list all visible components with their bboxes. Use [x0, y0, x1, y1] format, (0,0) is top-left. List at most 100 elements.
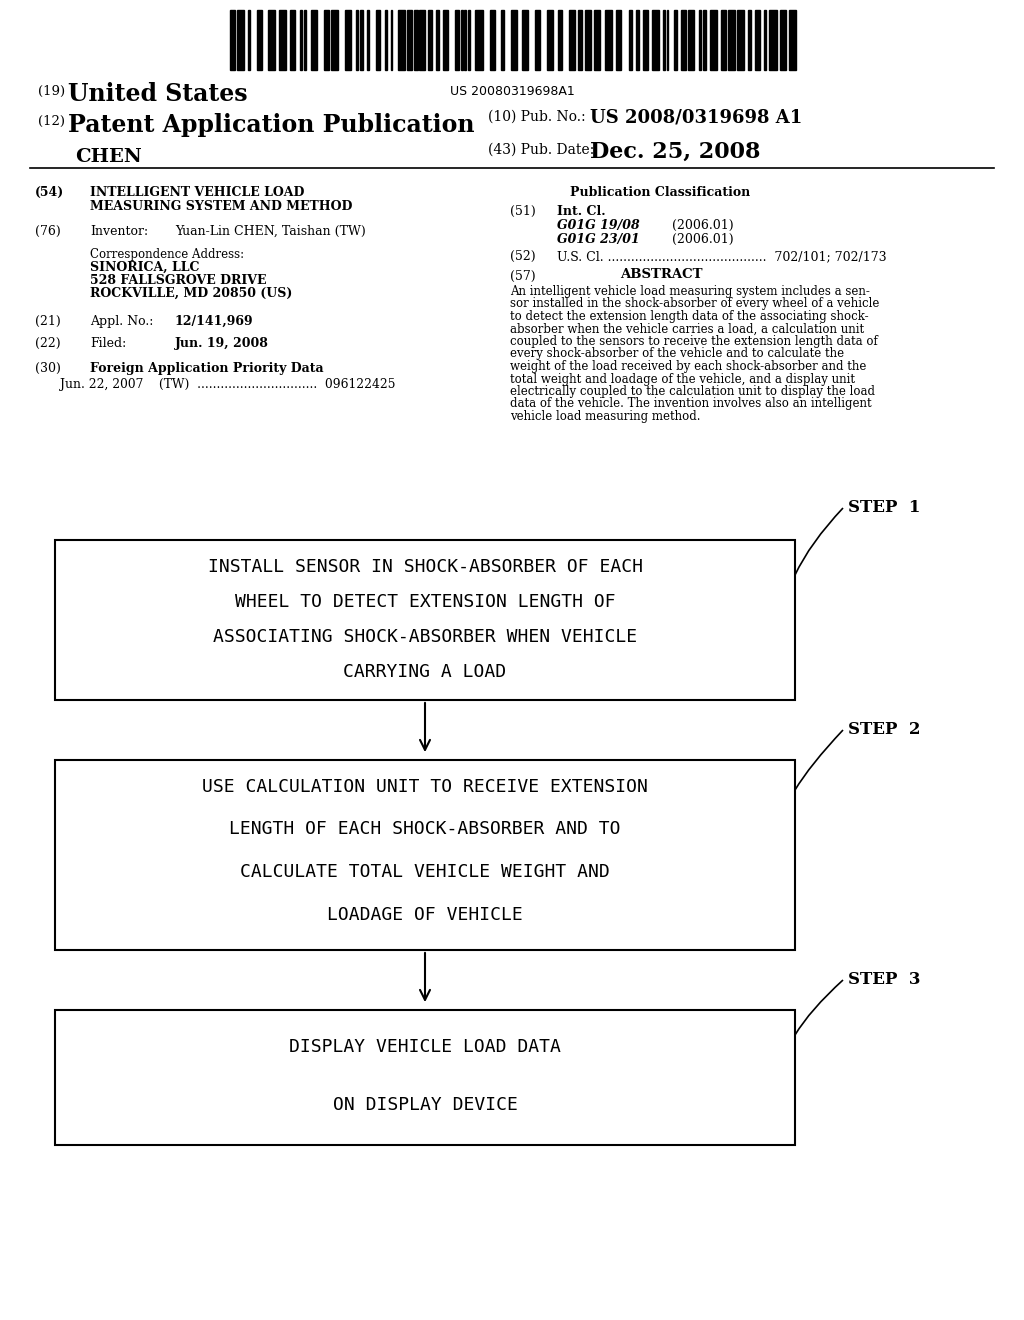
- Bar: [257, 11, 262, 70]
- Text: G01G 23/01: G01G 23/01: [557, 234, 640, 246]
- Text: every shock-absorber of the vehicle and to calculate the: every shock-absorber of the vehicle and …: [510, 347, 844, 360]
- Bar: [268, 11, 275, 70]
- Bar: [248, 11, 250, 70]
- Bar: [435, 11, 439, 70]
- Text: ASSOCIATING SHOCK-ABSORBER WHEN VEHICLE: ASSOCIATING SHOCK-ABSORBER WHEN VEHICLE: [213, 628, 637, 645]
- Bar: [461, 11, 463, 70]
- Bar: [586, 11, 591, 70]
- Bar: [238, 11, 245, 70]
- Text: (2006.01): (2006.01): [672, 219, 733, 232]
- Text: An intelligent vehicle load measuring system includes a sen-: An intelligent vehicle load measuring sy…: [510, 285, 869, 298]
- Text: ON DISPLAY DEVICE: ON DISPLAY DEVICE: [333, 1096, 517, 1114]
- Bar: [465, 11, 466, 70]
- Text: (76): (76): [35, 224, 60, 238]
- Bar: [667, 11, 669, 70]
- Bar: [55, 1010, 795, 1144]
- Text: CARRYING A LOAD: CARRYING A LOAD: [343, 663, 507, 681]
- Text: (57): (57): [510, 271, 536, 282]
- Bar: [728, 11, 735, 70]
- Text: CHEN: CHEN: [75, 148, 141, 166]
- Text: U.S. Cl. .........................................  702/101; 702/173: U.S. Cl. ...............................…: [557, 249, 887, 263]
- Bar: [290, 11, 295, 70]
- Bar: [407, 11, 413, 70]
- Bar: [652, 11, 659, 70]
- Text: (19): (19): [38, 84, 66, 98]
- Bar: [663, 11, 665, 70]
- Text: DISPLAY VEHICLE LOAD DATA: DISPLAY VEHICLE LOAD DATA: [289, 1038, 561, 1056]
- Bar: [511, 11, 517, 70]
- Bar: [535, 11, 541, 70]
- Text: LOADAGE OF VEHICLE: LOADAGE OF VEHICLE: [327, 906, 523, 924]
- Text: vehicle load measuring method.: vehicle load measuring method.: [510, 411, 700, 422]
- Bar: [414, 11, 418, 70]
- Bar: [569, 11, 574, 70]
- Bar: [442, 11, 449, 70]
- Text: STEP  1: STEP 1: [848, 499, 921, 516]
- Text: (30): (30): [35, 362, 60, 375]
- Bar: [769, 11, 776, 70]
- Bar: [300, 11, 302, 70]
- Bar: [331, 11, 338, 70]
- Bar: [710, 11, 717, 70]
- Text: Correspondence Address:: Correspondence Address:: [90, 248, 244, 261]
- Bar: [699, 11, 700, 70]
- Text: Jun. 22, 2007    (TW)  ...............................  096122425: Jun. 22, 2007 (TW) .....................…: [60, 378, 395, 391]
- Bar: [397, 11, 404, 70]
- Text: STEP  3: STEP 3: [848, 972, 921, 989]
- Text: Jun. 19, 2008: Jun. 19, 2008: [175, 337, 269, 350]
- Text: G01G 19/08: G01G 19/08: [557, 219, 640, 232]
- Text: to detect the extension length data of the associating shock-: to detect the extension length data of t…: [510, 310, 868, 323]
- Text: absorber when the vehicle carries a load, a calculation unit: absorber when the vehicle carries a load…: [510, 322, 864, 335]
- Bar: [279, 11, 286, 70]
- Text: (51): (51): [510, 205, 536, 218]
- Bar: [324, 11, 329, 70]
- Bar: [636, 11, 639, 70]
- Bar: [367, 11, 369, 70]
- Bar: [428, 11, 432, 70]
- Text: 12/141,969: 12/141,969: [175, 315, 254, 327]
- Bar: [616, 11, 622, 70]
- Text: Inventor:: Inventor:: [90, 224, 148, 238]
- Bar: [688, 11, 693, 70]
- Text: Appl. No.:: Appl. No.:: [90, 315, 154, 327]
- Bar: [501, 11, 504, 70]
- Text: Publication Classification: Publication Classification: [570, 186, 751, 199]
- Bar: [605, 11, 612, 70]
- Text: data of the vehicle. The invention involves also an intelligent: data of the vehicle. The invention invol…: [510, 397, 871, 411]
- Text: MEASURING SYSTEM AND METHOD: MEASURING SYSTEM AND METHOD: [90, 201, 352, 213]
- Text: Dec. 25, 2008: Dec. 25, 2008: [590, 141, 761, 162]
- Bar: [390, 11, 392, 70]
- Text: coupled to the sensors to receive the extension length data of: coupled to the sensors to receive the ex…: [510, 335, 878, 348]
- Bar: [230, 11, 236, 70]
- Bar: [790, 11, 797, 70]
- Bar: [702, 11, 707, 70]
- Text: total weight and loadage of the vehicle, and a display unit: total weight and loadage of the vehicle,…: [510, 372, 855, 385]
- Text: 528 FALLSGROVE DRIVE: 528 FALLSGROVE DRIVE: [90, 275, 266, 286]
- Bar: [385, 11, 387, 70]
- Text: (22): (22): [35, 337, 60, 350]
- Text: Filed:: Filed:: [90, 337, 126, 350]
- Text: sor installed in the shock-absorber of every wheel of a vehicle: sor installed in the shock-absorber of e…: [510, 297, 880, 310]
- Bar: [304, 11, 306, 70]
- Bar: [643, 11, 648, 70]
- Bar: [55, 540, 795, 700]
- Bar: [311, 11, 316, 70]
- Bar: [737, 11, 744, 70]
- Text: SINORICA, LLC: SINORICA, LLC: [90, 261, 200, 275]
- Text: US 20080319698A1: US 20080319698A1: [450, 84, 574, 98]
- Text: electrically coupled to the calculation unit to display the load: electrically coupled to the calculation …: [510, 385, 874, 399]
- Text: (12): (12): [38, 115, 65, 128]
- Bar: [579, 11, 582, 70]
- Text: LENGTH OF EACH SHOCK-ABSORBER AND TO: LENGTH OF EACH SHOCK-ABSORBER AND TO: [229, 821, 621, 838]
- Bar: [594, 11, 600, 70]
- Text: USE CALCULATION UNIT TO RECEIVE EXTENSION: USE CALCULATION UNIT TO RECEIVE EXTENSIO…: [202, 777, 648, 796]
- Text: STEP  2: STEP 2: [848, 722, 921, 738]
- Text: INTELLIGENT VEHICLE LOAD: INTELLIGENT VEHICLE LOAD: [90, 186, 304, 199]
- Text: weight of the load received by each shock-absorber and the: weight of the load received by each shoc…: [510, 360, 866, 374]
- Bar: [475, 11, 482, 70]
- Text: (2006.01): (2006.01): [672, 234, 733, 246]
- Bar: [376, 11, 380, 70]
- Bar: [420, 11, 425, 70]
- Text: Int. Cl.: Int. Cl.: [557, 205, 605, 218]
- Bar: [359, 11, 364, 70]
